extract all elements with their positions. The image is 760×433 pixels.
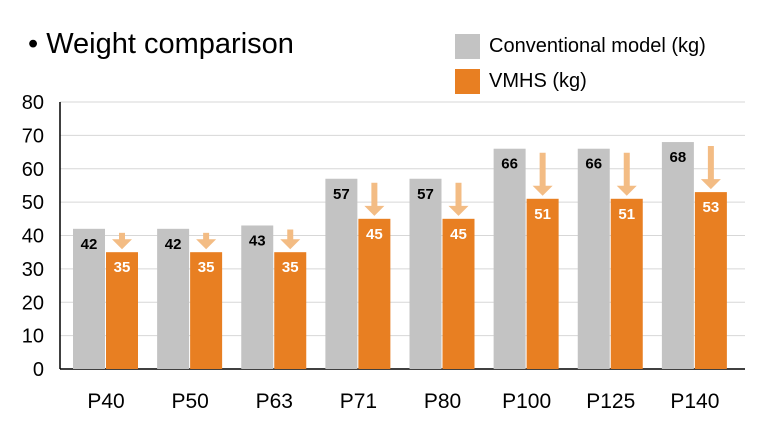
bar-conventional [241,225,274,369]
y-tick-label: 20 [22,292,44,314]
bar-conventional [409,178,442,369]
y-tick-label: 80 [22,92,44,114]
reduction-arrow-head [448,205,469,216]
bar-vmhs [694,192,727,369]
reduction-arrow-head [532,185,553,196]
data-label-conventional: 57 [333,186,350,203]
bar-vmhs [442,218,475,369]
bar-vmhs [358,218,391,369]
data-label-conventional: 57 [417,186,434,203]
reduction-arrow-head [112,239,132,250]
reduction-arrow-head [700,179,721,190]
y-tick-label: 0 [33,359,44,381]
legend-item-vmhs: VMHS (kg) [455,67,587,95]
x-tick-label: P50 [171,390,208,413]
legend-swatch-conventional [455,33,480,59]
bar-vmhs [526,198,559,369]
bar-vmhs [190,252,223,369]
data-label-conventional: 66 [585,156,602,173]
x-tick-label: P80 [424,390,461,413]
bar-conventional [325,178,358,369]
x-tick-label: P63 [256,390,293,413]
bar-conventional [493,148,526,369]
data-label-vmhs: 51 [534,206,551,223]
reduction-arrow-head [616,185,637,196]
data-label-vmhs: 53 [703,199,720,216]
y-tick-label: 30 [22,259,44,281]
data-label-vmhs: 35 [282,259,299,276]
reduction-arrow-head [364,205,385,216]
y-tick-label: 60 [22,159,44,181]
x-tick-label: P100 [502,390,551,413]
legend-item-conventional: Conventional model (kg) [455,32,706,60]
legend-label-conventional: Conventional model (kg) [489,34,706,57]
data-label-vmhs: 35 [198,259,215,276]
bar-vmhs [106,252,138,369]
bar-vmhs [610,198,643,369]
data-label-vmhs: 45 [450,226,467,243]
bar-conventional [73,228,105,369]
data-label-vmhs: 51 [618,206,635,223]
data-label-vmhs: 45 [366,226,383,243]
data-label-vmhs: 35 [114,259,131,276]
legend-swatch-vmhs [455,68,480,94]
y-tick-label: 50 [22,192,44,214]
data-label-conventional: 68 [670,149,687,166]
bar-conventional [157,228,190,369]
y-tick-label: 10 [22,326,44,348]
legend-label-vmhs: VMHS (kg) [489,69,587,92]
reduction-arrow-head [280,239,301,250]
x-tick-label: P40 [87,390,124,413]
x-tick-label: P125 [586,390,635,413]
x-tick-label: P140 [670,390,719,413]
y-tick-label: 70 [22,125,44,147]
data-label-conventional: 66 [501,156,518,173]
data-label-conventional: 43 [249,232,266,249]
reduction-arrow-head [196,239,217,250]
bar-vmhs [274,252,307,369]
y-tick-label: 40 [22,226,44,248]
bar-conventional [661,142,694,369]
bar-conventional [577,148,610,369]
chart-title: • Weight comparison [28,28,294,60]
data-label-conventional: 42 [165,236,182,253]
data-label-conventional: 42 [81,236,98,253]
x-tick-label: P71 [340,390,377,413]
